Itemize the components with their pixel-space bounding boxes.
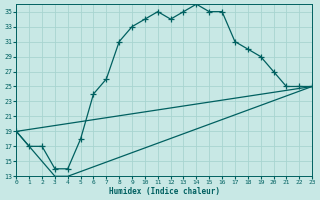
- X-axis label: Humidex (Indice chaleur): Humidex (Indice chaleur): [109, 187, 220, 196]
